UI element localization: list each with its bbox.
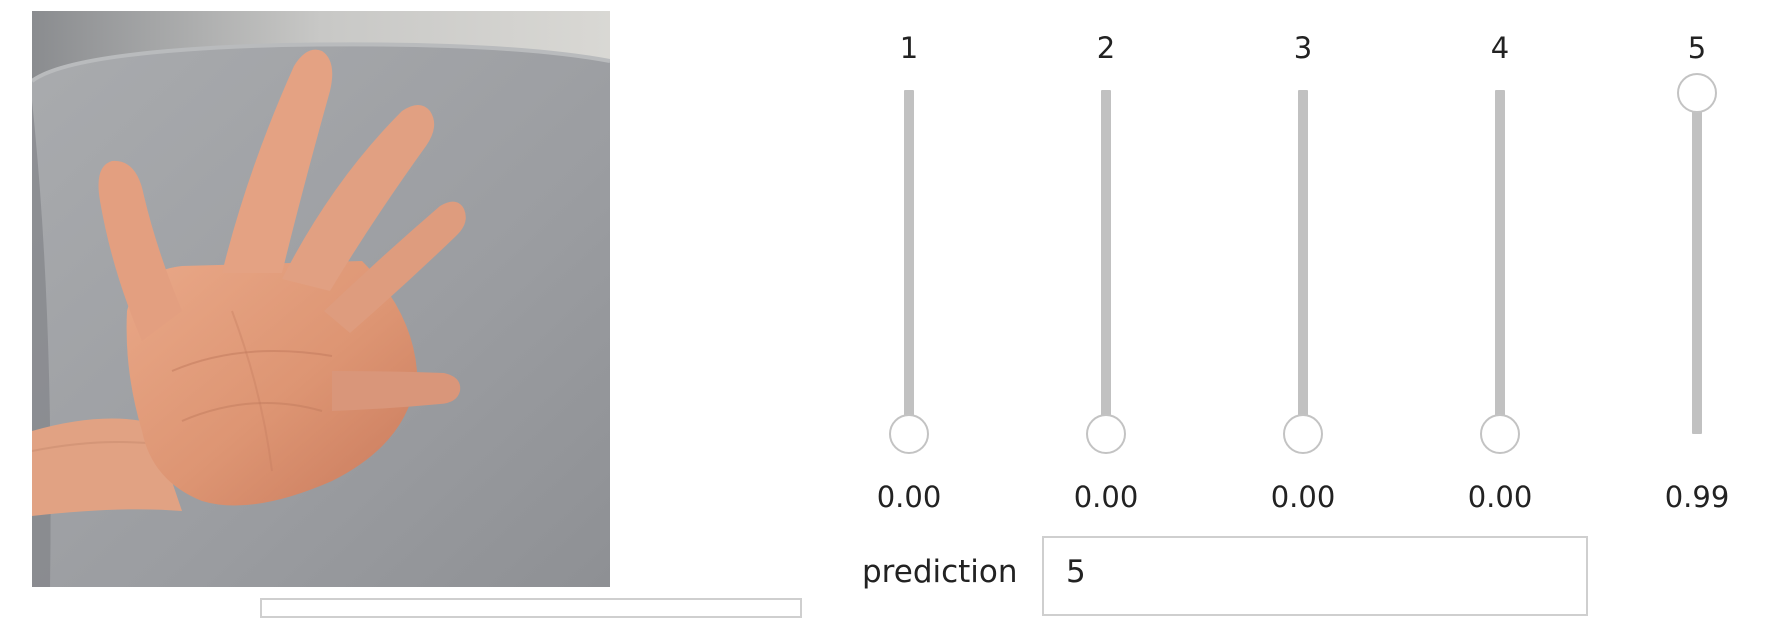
- slider-track[interactable]: [1298, 90, 1308, 434]
- slider-track[interactable]: [1692, 90, 1702, 434]
- slider-thumb[interactable]: [1283, 414, 1323, 454]
- slider-label: 3: [1293, 31, 1313, 65]
- slider-label: 4: [1490, 31, 1510, 65]
- slider-thumb[interactable]: [1480, 414, 1520, 454]
- slider-thumb[interactable]: [1677, 73, 1717, 114]
- slider-track[interactable]: [1101, 90, 1111, 434]
- slider-thumb[interactable]: [1086, 414, 1126, 454]
- open-hand-five-fingers-icon: [32, 11, 610, 587]
- slider-track[interactable]: [1495, 90, 1505, 434]
- slider-value: 0.00: [1073, 480, 1139, 514]
- slider-value: 0.00: [876, 480, 942, 514]
- slider-value: 0.00: [1270, 480, 1336, 514]
- prediction-label: prediction: [862, 554, 1018, 590]
- secondary-output-box: [260, 598, 802, 618]
- slider-track[interactable]: [904, 90, 914, 434]
- slider-label: 5: [1687, 31, 1707, 65]
- slider-value: 0.00: [1467, 480, 1533, 514]
- slider-value: 0.99: [1664, 480, 1730, 514]
- webcam-image: [32, 11, 610, 587]
- prediction-output-field[interactable]: 5: [1042, 536, 1588, 616]
- slider-label: 2: [1096, 31, 1116, 65]
- slider-label: 1: [899, 31, 919, 65]
- slider-thumb[interactable]: [889, 414, 929, 454]
